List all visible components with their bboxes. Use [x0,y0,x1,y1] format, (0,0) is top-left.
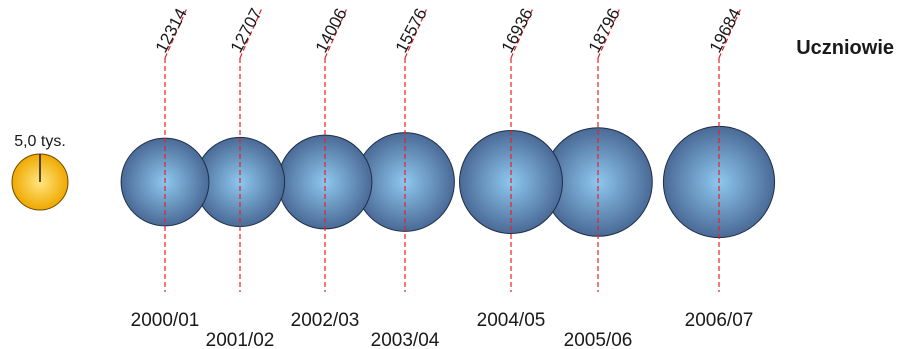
guide-diagonal [510,7,534,59]
category-label: 2004/05 [477,310,546,331]
chart-title: Uczniowie [796,37,894,59]
bubbles-layer [120,125,776,239]
value-label: 18796 [585,5,624,56]
category-label: 2003/04 [371,330,440,349]
category-label: 2006/07 [685,310,754,331]
value-label: 12314 [152,5,191,56]
category-label: 2001/02 [206,330,275,349]
value-label: 19684 [706,5,745,56]
value-label: 14006 [312,5,351,56]
guide-diagonal [597,7,621,59]
category-label: 2000/01 [131,310,200,331]
value-label: 16936 [498,5,537,56]
guide-diagonal [718,7,742,59]
value-label: 15576 [392,5,431,56]
value-label: 12707 [227,5,266,56]
guides-layer [164,7,742,292]
category-label: 2005/06 [564,330,633,349]
category-label: 2002/03 [291,310,360,331]
guide-diagonal [324,7,348,59]
guide-diagonal [239,7,263,59]
guide-diagonal [404,7,428,59]
legend-label: 5,0 tys. [14,133,66,150]
guide-diagonal [164,7,188,59]
size-legend: 5,0 tys. [11,133,69,211]
